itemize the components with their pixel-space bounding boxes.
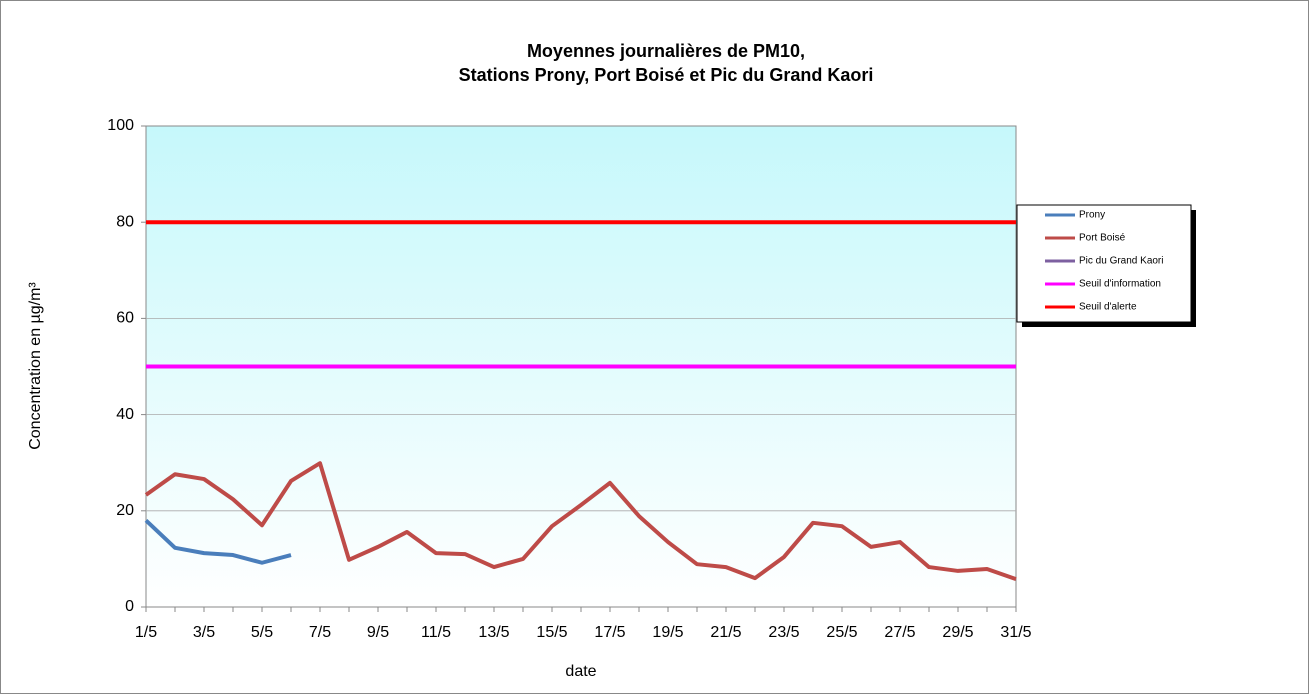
x-tick-label: 25/5 (826, 624, 857, 641)
legend (1016, 204, 1192, 323)
x-tick-label: 27/5 (884, 624, 915, 641)
legend-label: Seuil d'alerte (1079, 302, 1137, 313)
chart-subtitle: Stations Prony, Port Boisé et Pic du Gra… (459, 65, 874, 85)
y-tick-label: 60 (116, 310, 134, 327)
x-tick-label: 1/5 (135, 624, 157, 641)
legend-label: Seuil d'information (1079, 279, 1161, 290)
x-tick-label: 31/5 (1000, 624, 1031, 641)
x-tick-label: 9/5 (367, 624, 389, 641)
y-axis-label: Concentration en µg/m³ (27, 282, 44, 450)
x-tick-label: 5/5 (251, 624, 273, 641)
chart-title: Moyennes journalières de PM10, (527, 41, 805, 61)
legend-label: Port Boisé (1079, 233, 1126, 244)
y-tick-label: 0 (125, 598, 134, 615)
x-tick-label: 11/5 (421, 624, 451, 641)
x-tick-label: 19/5 (652, 624, 683, 641)
lines (144, 220, 1017, 581)
x-tick-label: 29/5 (942, 624, 973, 641)
x-tick-label: 13/5 (478, 624, 509, 641)
legend-label: Pic du Grand Kaori (1079, 256, 1164, 267)
x-tick-label: 23/5 (768, 624, 799, 641)
x-tick-label: 7/5 (309, 624, 331, 641)
y-tick-label: 100 (107, 117, 134, 134)
y-tick-label: 20 (116, 502, 134, 519)
x-tick-label: 3/5 (193, 624, 215, 641)
y-tick-label: 80 (116, 213, 134, 230)
x-tick-label: 17/5 (594, 624, 625, 641)
x-tick-label: 21/5 (710, 624, 741, 641)
series-line (144, 518, 292, 565)
x-axis-label: date (565, 663, 596, 680)
x-tick-label: 15/5 (536, 624, 567, 641)
legend-entries: Prony Port Boisé Pic du Grand Kaori Seuil d… (1045, 210, 1164, 313)
series-line (144, 461, 1017, 581)
legend-label: Prony (1079, 210, 1105, 221)
y-tick-label: 40 (116, 406, 134, 423)
